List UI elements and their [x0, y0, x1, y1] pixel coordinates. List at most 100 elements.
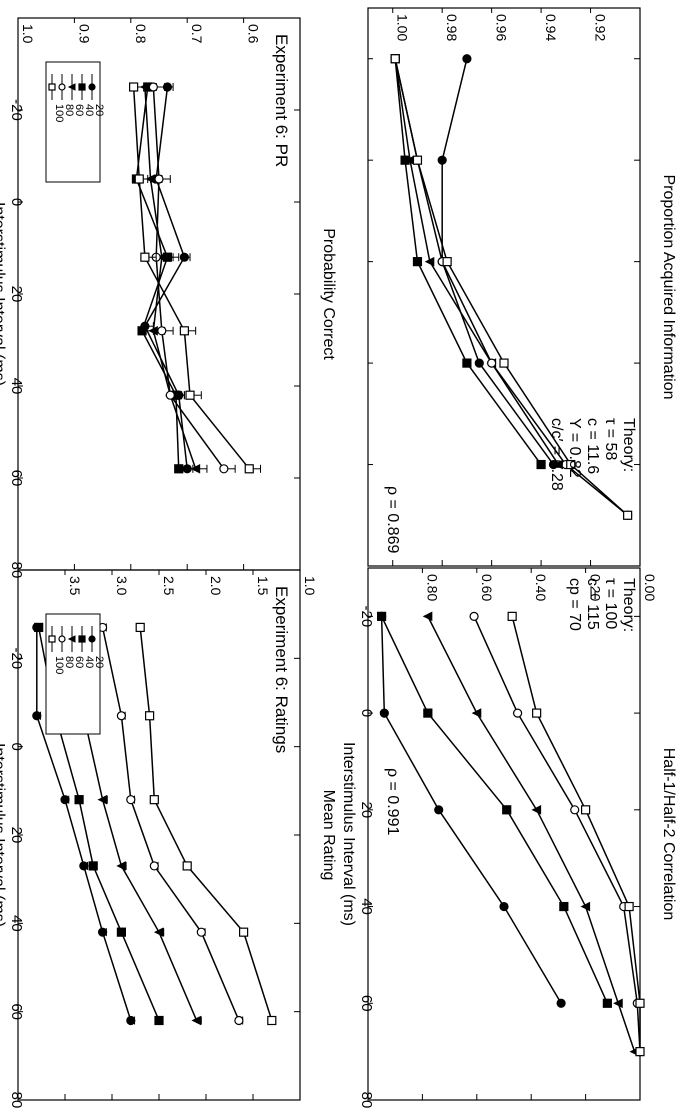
data-point	[267, 1015, 277, 1026]
value-axis-label: Half-1/Half-2 Correlation	[660, 748, 677, 921]
annotation-line: τ = 100	[602, 578, 619, 629]
series-60	[139, 82, 208, 474]
interval-tick-label: 80	[8, 562, 25, 579]
data-point	[469, 611, 479, 621]
data-point	[624, 901, 634, 912]
data-point	[531, 805, 542, 815]
data-point	[97, 927, 108, 937]
annotation-line: Theory:	[620, 418, 637, 472]
data-point	[379, 708, 389, 718]
value-tick-label: 1.0	[20, 24, 36, 44]
data-point	[234, 1015, 244, 1026]
data-point	[219, 464, 229, 474]
data-point	[88, 861, 98, 871]
data-point	[182, 861, 192, 871]
annotation-line: c = 115	[584, 578, 601, 630]
theory-annotation: Theory:τ = 58c = 11.6Y = 0.82c/c′ = 0.28…	[384, 418, 637, 553]
panel-pr: 0.6 0.7 0.8 0.9 1.0 Experiment 6: PR Probabili…	[0, 17, 337, 579]
panel-half-correlation: 0.00 0.20 0.40 0.60 0.80 Half-1/Half-2 Correl…	[340, 567, 677, 1109]
data-point	[148, 82, 158, 92]
series-line	[36, 627, 132, 1021]
data-point	[502, 805, 512, 815]
value-tick-label: 1.5	[255, 576, 271, 596]
annotation-line: τ = 58	[602, 418, 619, 460]
interval-tick-label: 40	[8, 915, 25, 932]
interval-tick-label: 40	[358, 898, 375, 915]
series-line	[441, 58, 555, 465]
data-point	[580, 805, 591, 815]
value-axis-label: Proportion Acquired Information	[660, 174, 677, 399]
data-point	[474, 358, 484, 368]
data-point	[116, 861, 126, 871]
data-point	[134, 174, 144, 184]
data-point	[613, 998, 623, 1009]
data-point	[566, 459, 576, 470]
data-point	[174, 464, 184, 474]
interval-tick-label: 20	[8, 286, 25, 303]
data-point	[412, 155, 423, 165]
value-tick-label: 0.9	[76, 24, 92, 44]
legend-marker	[78, 83, 86, 91]
data-point	[239, 927, 249, 937]
series-100	[507, 611, 645, 1057]
data-point	[434, 805, 444, 815]
interval-tick-label: 0	[358, 709, 375, 717]
data-point	[97, 794, 108, 805]
series-line	[427, 616, 636, 1052]
data-point	[623, 510, 633, 520]
data-point	[412, 257, 423, 267]
data-point	[137, 326, 147, 336]
value-tick-label: 0.96	[494, 14, 510, 41]
value-axis-label: Probability Correct	[320, 228, 337, 360]
annotation-line: cp = 70	[566, 578, 583, 631]
data-point	[602, 998, 612, 1008]
value-tick-label: 0.94	[543, 14, 559, 41]
legend-marker	[67, 83, 76, 91]
value-tick-label: 1.0	[302, 576, 318, 596]
series-80	[469, 611, 645, 1057]
value-tick-label: 0.98	[444, 14, 460, 41]
data-point	[165, 390, 175, 400]
series-line	[394, 58, 629, 516]
data-point	[126, 795, 136, 805]
data-point	[635, 998, 645, 1008]
data-point	[153, 927, 164, 937]
legend-marker	[58, 83, 66, 91]
series-40	[377, 611, 612, 1008]
series-100	[390, 54, 633, 520]
interval-tick-label: 0	[8, 742, 25, 750]
value-tick-label: 0.40	[533, 574, 549, 601]
series-line	[139, 627, 273, 1021]
data-point	[157, 326, 167, 336]
legend-marker	[88, 83, 96, 91]
data-point	[154, 1015, 164, 1026]
plot-frame	[367, 7, 641, 567]
data-point	[74, 795, 84, 805]
data-point	[499, 358, 509, 368]
value-tick-label: 3.0	[114, 576, 130, 596]
data-point	[423, 708, 433, 718]
value-tick-label: 0.20	[588, 574, 604, 601]
data-point	[149, 861, 159, 871]
data-point	[499, 901, 509, 912]
data-point	[580, 901, 591, 912]
annotation-line: Y = 0.82	[566, 418, 583, 478]
data-point	[179, 326, 189, 336]
data-point	[471, 708, 482, 718]
series-100	[129, 82, 262, 474]
series-20	[377, 611, 566, 1008]
data-point	[145, 711, 155, 721]
data-point	[556, 998, 566, 1008]
interval-tick-label: 80	[358, 1092, 375, 1109]
series-60	[422, 611, 640, 1057]
interval-tick-label: 60	[8, 470, 25, 487]
series-80	[148, 82, 236, 474]
legend-marker	[78, 635, 86, 643]
rho-value: ρ = 0.869	[384, 486, 401, 553]
value-axis-label: Mean Rating	[320, 790, 337, 881]
data-point	[179, 252, 189, 262]
legend-box	[45, 613, 101, 735]
interval-tick-label: 60	[358, 995, 375, 1012]
